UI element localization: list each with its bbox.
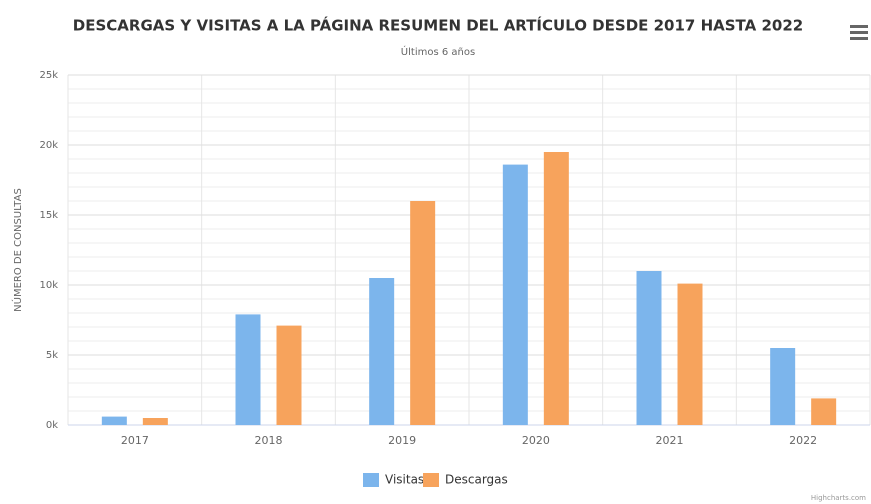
legend-label[interactable]: Visitas: [385, 473, 424, 487]
y-tick-label: 0k: [46, 420, 58, 431]
bar: [410, 201, 436, 425]
bar: [636, 271, 662, 425]
legend-label[interactable]: Descargas: [445, 473, 508, 487]
menu-button[interactable]: [850, 25, 868, 40]
bar: [101, 416, 127, 425]
bar: [770, 348, 796, 425]
legend-swatch[interactable]: [363, 473, 379, 487]
x-tick-label: 2021: [656, 434, 684, 447]
y-axis-label: NÚMERO DE CONSULTAS: [11, 188, 24, 312]
bar: [543, 152, 569, 425]
y-tick-label: 25k: [39, 70, 58, 81]
x-tick-label: 2020: [522, 434, 550, 447]
credits: Highcharts.com: [811, 494, 866, 502]
x-tick-label: 2022: [789, 434, 817, 447]
bar: [369, 278, 395, 425]
x-tick-label: 2018: [255, 434, 283, 447]
x-tick-label: 2019: [388, 434, 416, 447]
legend-swatch[interactable]: [423, 473, 439, 487]
y-tick-label: 10k: [39, 280, 58, 291]
chart-subtitle: Últimos 6 años: [401, 45, 475, 58]
bar: [276, 325, 302, 425]
bar: [235, 314, 261, 425]
bar: [811, 398, 837, 425]
y-tick-label: 15k: [39, 210, 58, 221]
x-tick-label: 2017: [121, 434, 149, 447]
menu-bar[interactable]: [850, 25, 868, 28]
bar: [502, 164, 528, 425]
bar: [677, 283, 703, 425]
chart-title: DESCARGAS Y VISITAS A LA PÁGINA RESUMEN …: [73, 16, 803, 35]
y-tick-label: 20k: [39, 140, 58, 151]
menu-bar[interactable]: [850, 37, 868, 40]
y-tick-label: 5k: [46, 350, 58, 361]
menu-bar[interactable]: [850, 31, 868, 34]
bar: [142, 418, 168, 425]
